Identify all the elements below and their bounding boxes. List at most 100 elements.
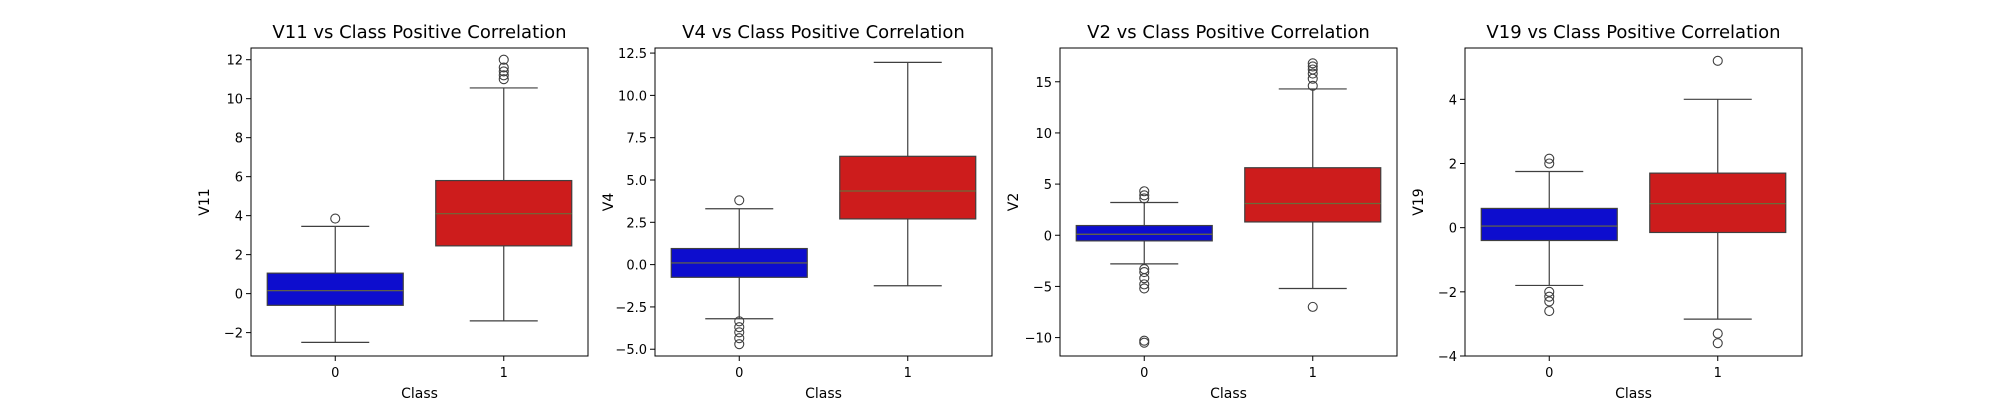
- outlier-point: [1544, 306, 1555, 317]
- x-tick-label: 0: [1545, 366, 1553, 381]
- x-tick-label: 1: [904, 366, 912, 381]
- x-axis-label: Class: [1615, 386, 1652, 400]
- chart-panel-4: V19 vs Class Positive Correlation −4 −2 0 2 4…: [1411, 22, 1803, 400]
- x-tick-label: 0: [735, 366, 743, 381]
- outlier-point: [734, 322, 745, 333]
- outlier-point: [1544, 158, 1555, 169]
- y-tick-label: 6: [235, 171, 243, 186]
- outlier-point: [498, 62, 509, 73]
- plot-frame: [1464, 47, 1803, 357]
- y-tick-label: 10: [226, 93, 243, 108]
- outlier-point: [734, 316, 745, 327]
- chart-title: V11 vs Class Positive Correlation: [272, 22, 566, 43]
- y-tick-label: 4: [235, 210, 243, 225]
- y-tick-label: 5: [1044, 178, 1052, 193]
- outlier-point: [1139, 279, 1150, 290]
- chart-title: V19 vs Class Positive Correlation: [1486, 22, 1780, 43]
- outlier-point: [1307, 61, 1318, 72]
- y-tick-label: 15: [1035, 76, 1052, 91]
- y-axis-label: V2: [1006, 193, 1022, 211]
- y-tick-label: −5.0: [615, 343, 647, 358]
- y-axis-label: V11: [197, 188, 213, 215]
- outlier-point: [330, 213, 341, 224]
- y-tick-label: 4: [1449, 93, 1457, 108]
- y-tick-label: −2: [224, 327, 243, 342]
- y-tick-label: −2: [1438, 286, 1457, 301]
- box-iqr: [1649, 172, 1787, 234]
- y-tick-label: 8: [235, 132, 243, 147]
- y-axis-label: V19: [1411, 188, 1427, 215]
- outlier-point: [1139, 267, 1150, 278]
- box-iqr: [1075, 224, 1213, 242]
- box-group-class-1: [1244, 58, 1382, 312]
- x-axis-label: Class: [1210, 386, 1247, 400]
- x-tick-label: 1: [500, 366, 508, 381]
- outlier-point: [1139, 273, 1150, 284]
- y-tick-label: 10: [1035, 127, 1052, 142]
- box-group-class-0: [266, 213, 404, 343]
- outlier-point: [498, 74, 509, 85]
- y-tick-label: 0: [1449, 222, 1457, 237]
- box-group-class-1: [839, 61, 977, 287]
- chart-panel-3: V2 vs Class Positive Correlation −10 −5 0 5 1…: [1006, 22, 1398, 400]
- box-group-class-0: [670, 195, 808, 350]
- outlier-point: [1712, 328, 1723, 339]
- x-tick-label: 1: [1309, 366, 1317, 381]
- outlier-point: [1544, 296, 1555, 307]
- y-tick-label: 12: [226, 54, 243, 69]
- box-group-class-0: [1075, 186, 1213, 348]
- box-group-class-1: [435, 54, 573, 322]
- plot-frame: [654, 47, 993, 357]
- outlier-point: [1544, 153, 1555, 164]
- y-tick-label: 12.5: [618, 47, 647, 62]
- outlier-point: [1307, 68, 1318, 79]
- chart-panel-2: V4 vs Class Positive Correlation −5.0 −2.5…: [601, 22, 993, 400]
- x-tick-label: 0: [1140, 366, 1148, 381]
- box-iqr: [1244, 167, 1382, 223]
- outlier-point: [498, 70, 509, 81]
- plot-frame: [1059, 47, 1398, 357]
- outlier-point: [734, 327, 745, 338]
- box-group-class-1: [1649, 55, 1787, 349]
- outlier-point: [1307, 58, 1318, 69]
- x-axis-label: Class: [401, 386, 438, 400]
- outlier-point: [1307, 64, 1318, 75]
- box-iqr: [839, 155, 977, 220]
- outlier-point: [734, 195, 745, 206]
- y-tick-label: −5: [1033, 280, 1052, 295]
- outlier-point: [1712, 55, 1723, 66]
- chart-title: V4 vs Class Positive Correlation: [682, 22, 965, 43]
- x-tick-label: 1: [1714, 366, 1722, 381]
- y-tick-label: 10.0: [618, 89, 647, 104]
- outlier-point: [498, 66, 509, 77]
- outlier-point: [1139, 190, 1150, 201]
- y-tick-label: 7.5: [626, 132, 647, 147]
- y-tick-label: 0: [235, 288, 243, 303]
- box-iqr: [1480, 207, 1618, 242]
- box-iqr: [266, 272, 404, 306]
- y-tick-label: −4: [1438, 350, 1457, 365]
- y-tick-label: 2.5: [626, 216, 647, 231]
- outlier-point: [1139, 283, 1150, 294]
- chart-title: V2 vs Class Positive Correlation: [1087, 22, 1370, 43]
- y-tick-label: 2: [1449, 158, 1457, 173]
- y-tick-label: −10: [1025, 332, 1052, 347]
- outlier-point: [1139, 193, 1150, 204]
- outlier-point: [1139, 186, 1150, 197]
- outlier-point: [1544, 291, 1555, 302]
- outlier-point: [1712, 338, 1723, 349]
- outlier-point: [498, 54, 509, 65]
- y-tick-label: 5.0: [626, 174, 647, 189]
- outlier-point: [1544, 286, 1555, 297]
- box-group-class-0: [1480, 153, 1618, 317]
- outlier-point: [734, 333, 745, 344]
- outlier-point: [1307, 301, 1318, 312]
- y-tick-label: 2: [235, 249, 243, 264]
- y-tick-label: 0: [1044, 229, 1052, 244]
- y-tick-label: 0.0: [626, 259, 647, 274]
- y-tick-label: −2.5: [615, 301, 647, 316]
- x-tick-label: 0: [331, 366, 339, 381]
- plot-frame: [250, 47, 589, 357]
- y-axis-label: V4: [601, 193, 617, 212]
